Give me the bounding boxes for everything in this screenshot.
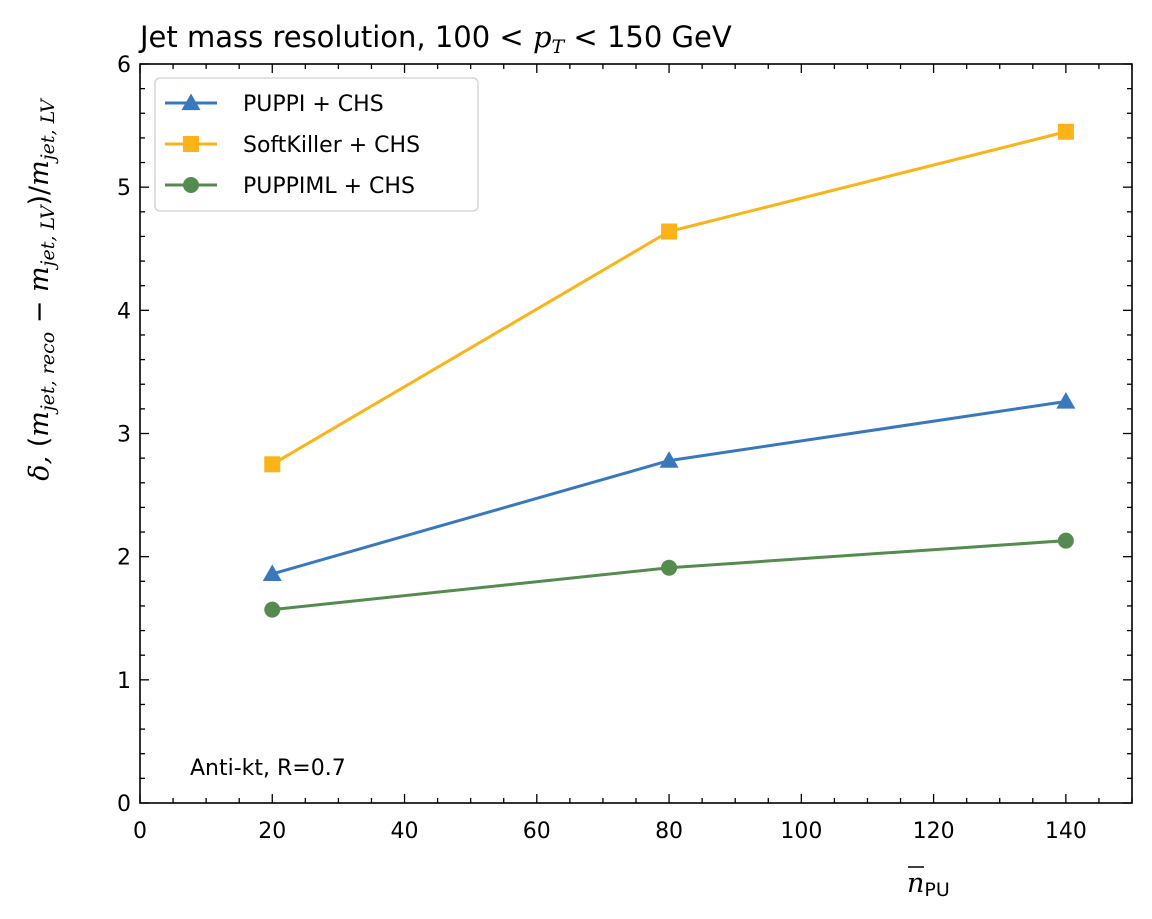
- series-triangle: [262, 391, 1076, 582]
- x-tick-label: 140: [1045, 819, 1087, 844]
- x-axis-label: nPU: [907, 866, 950, 901]
- legend-label: SoftKiller + CHS: [243, 133, 420, 158]
- x-tick-label: 60: [523, 819, 551, 844]
- series-layer: [262, 123, 1076, 618]
- y-tick-label: 5: [117, 176, 131, 201]
- y-tick-label: 2: [117, 546, 131, 571]
- legend-label: PUPPIML + CHS: [243, 174, 415, 199]
- data-point: [661, 223, 678, 240]
- data-point: [1057, 123, 1074, 140]
- legend-marker: [181, 93, 201, 111]
- series-circle: [264, 532, 1074, 618]
- y-tick-label: 6: [117, 53, 131, 78]
- x-tick-label: 100: [780, 819, 822, 844]
- x-axis-label-sub: PU: [924, 879, 949, 901]
- legend-marker: [183, 136, 199, 152]
- legend-marker: [183, 177, 199, 193]
- x-tick-label: 120: [913, 819, 955, 844]
- data-point: [1056, 391, 1076, 409]
- plot-frame: [139, 63, 1133, 804]
- y-tick-label: 3: [117, 423, 131, 448]
- data-point: [1057, 532, 1074, 549]
- data-point: [264, 601, 281, 618]
- data-point: [262, 564, 282, 582]
- x-tick-label: 20: [258, 819, 286, 844]
- legend-entry: SoftKiller + CHS: [165, 133, 420, 158]
- legend-entry: PUPPI + CHS: [165, 92, 384, 117]
- y-tick-label: 0: [117, 792, 131, 817]
- x-tick-label: 80: [655, 819, 683, 844]
- x-axis-label-var: n: [907, 868, 924, 899]
- y-tick-label: 1: [117, 669, 131, 694]
- x-tick-label: 0: [133, 819, 147, 844]
- y-axis-label: δ, (mjet, reco − mjet, LV)/mjet, LV: [24, 97, 59, 481]
- chart-title: Jet mass resolution, 100 < pT < 150 GeV: [138, 20, 732, 58]
- series-square: [264, 123, 1074, 473]
- legend-label: PUPPI + CHS: [243, 92, 384, 117]
- y-tick-label: 4: [117, 299, 131, 324]
- legend-box: [154, 77, 479, 212]
- data-point: [661, 559, 678, 576]
- data-point: [264, 456, 281, 473]
- legend-entry: PUPPIML + CHS: [165, 174, 415, 199]
- legend: PUPPI + CHS SoftKiller + CHS PUPPIML + CHS: [154, 77, 479, 212]
- annotation-text: Anti-kt, R=0.7: [190, 756, 346, 781]
- svg-text:nPU: nPU: [907, 868, 950, 901]
- data-point: [659, 451, 679, 468]
- axis-ticks: 0 20 40 60 80 100 120 140 0 1 2 3 4 5 6: [117, 53, 1133, 844]
- x-tick-label: 40: [391, 819, 419, 844]
